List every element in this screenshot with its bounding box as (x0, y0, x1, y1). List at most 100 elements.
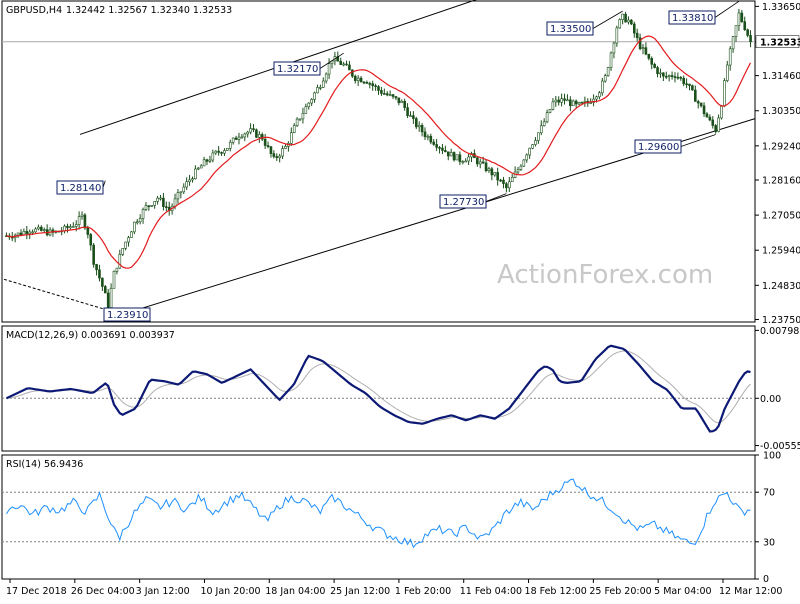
candle-body (87, 228, 89, 235)
candle-body (189, 180, 191, 182)
candle-body (255, 130, 257, 138)
candle-body (439, 147, 441, 148)
x-tick-label: 18 Jan 04:00 (265, 586, 325, 597)
candle-body (691, 86, 693, 90)
candle-body (604, 76, 606, 81)
candle-body (78, 217, 80, 225)
candle-body (296, 119, 298, 125)
candle-body (128, 238, 130, 243)
candle-body (732, 37, 734, 49)
candle-body (517, 169, 519, 172)
candle-body (566, 100, 568, 101)
candle-body (654, 64, 656, 67)
candle-body (540, 126, 542, 133)
candle-body (72, 226, 74, 227)
candle-body (354, 76, 356, 80)
candle-body (160, 198, 162, 199)
candle-body (610, 53, 612, 68)
candle-body (383, 93, 385, 94)
candle-body (697, 101, 699, 103)
candle-body (348, 65, 350, 70)
x-tick-label: 26 Dec 04:00 (71, 586, 135, 597)
candle-body (601, 81, 603, 93)
candle-body (497, 172, 499, 180)
candle-body (183, 187, 185, 192)
candle-body (398, 98, 400, 103)
candle-body (145, 206, 147, 210)
annotation-label: 1.23910 (107, 310, 148, 321)
candle-body (726, 65, 728, 81)
candle-body (229, 142, 231, 148)
rsi-y-tick-label: 0 (763, 574, 769, 585)
candle-body (665, 76, 667, 77)
candle-body (447, 152, 449, 156)
candle-body (180, 192, 182, 193)
candle-body (595, 97, 597, 99)
candle-body (558, 100, 560, 102)
annotation-label: 1.33500 (550, 24, 591, 35)
candle-body (267, 146, 269, 147)
candle-body (133, 222, 135, 232)
candle-body (290, 133, 292, 144)
candle-body (96, 264, 98, 269)
candle-body (369, 83, 371, 84)
annotation-label: 1.33810 (672, 13, 713, 24)
candle-body (200, 166, 202, 168)
candle-body (700, 103, 702, 106)
x-tick-label: 25 Feb 20:00 (589, 586, 651, 597)
annotation-label: 1.32170 (277, 64, 318, 75)
x-tick-label: 11 Feb 04:00 (460, 586, 522, 597)
candle-body (526, 155, 528, 160)
candle-body (433, 142, 435, 144)
candle-body (98, 270, 100, 278)
candle-body (407, 108, 409, 116)
candle-body (17, 233, 19, 235)
candle-body (212, 153, 214, 160)
candle-body (424, 132, 426, 137)
candle-body (218, 151, 220, 152)
candle-body (459, 155, 461, 162)
candle-body (206, 160, 208, 162)
candle-body (511, 177, 513, 181)
candle-body (273, 154, 275, 157)
candle-body (729, 49, 731, 65)
candle-body (174, 199, 176, 206)
candle-body (430, 136, 432, 142)
macd-y-tick-label: 0.00 (760, 394, 781, 405)
candle-body (375, 86, 377, 87)
candle-body (325, 74, 327, 81)
macd-pane (2, 326, 755, 451)
candle-body (622, 14, 624, 19)
candle-body (674, 77, 676, 78)
candle-body (683, 78, 685, 84)
candle-body (151, 205, 153, 206)
price-y-tick-label: 1.25940 (762, 246, 800, 257)
x-tick-label: 18 Feb 12:00 (525, 586, 587, 597)
candle-body (619, 20, 621, 28)
candle-body (712, 120, 714, 126)
candle-body (657, 68, 659, 74)
candle-body (116, 268, 118, 271)
candle-body (720, 106, 722, 118)
candle-body (122, 248, 124, 254)
x-tick-label: 10 Jan 20:00 (200, 586, 260, 597)
candle-body (270, 147, 272, 154)
candle-body (488, 169, 490, 171)
candle-body (662, 73, 664, 76)
candle-body (247, 132, 249, 134)
candle-body (453, 152, 455, 159)
candle-body (244, 134, 246, 137)
candle-body (575, 101, 577, 104)
candle-body (142, 209, 144, 218)
x-tick-label: 12 Mar 12:00 (719, 586, 782, 597)
candle-body (625, 14, 627, 22)
candle-body (386, 94, 388, 95)
candle-body (177, 193, 179, 199)
candle-body (136, 222, 138, 223)
candle-body (37, 227, 39, 229)
price-y-tick-label: 1.29240 (762, 141, 800, 152)
macd-title: MACD(12,26,9) 0.003691 0.003937 (6, 330, 175, 341)
candle-body (505, 184, 507, 188)
candle-body (221, 152, 223, 153)
